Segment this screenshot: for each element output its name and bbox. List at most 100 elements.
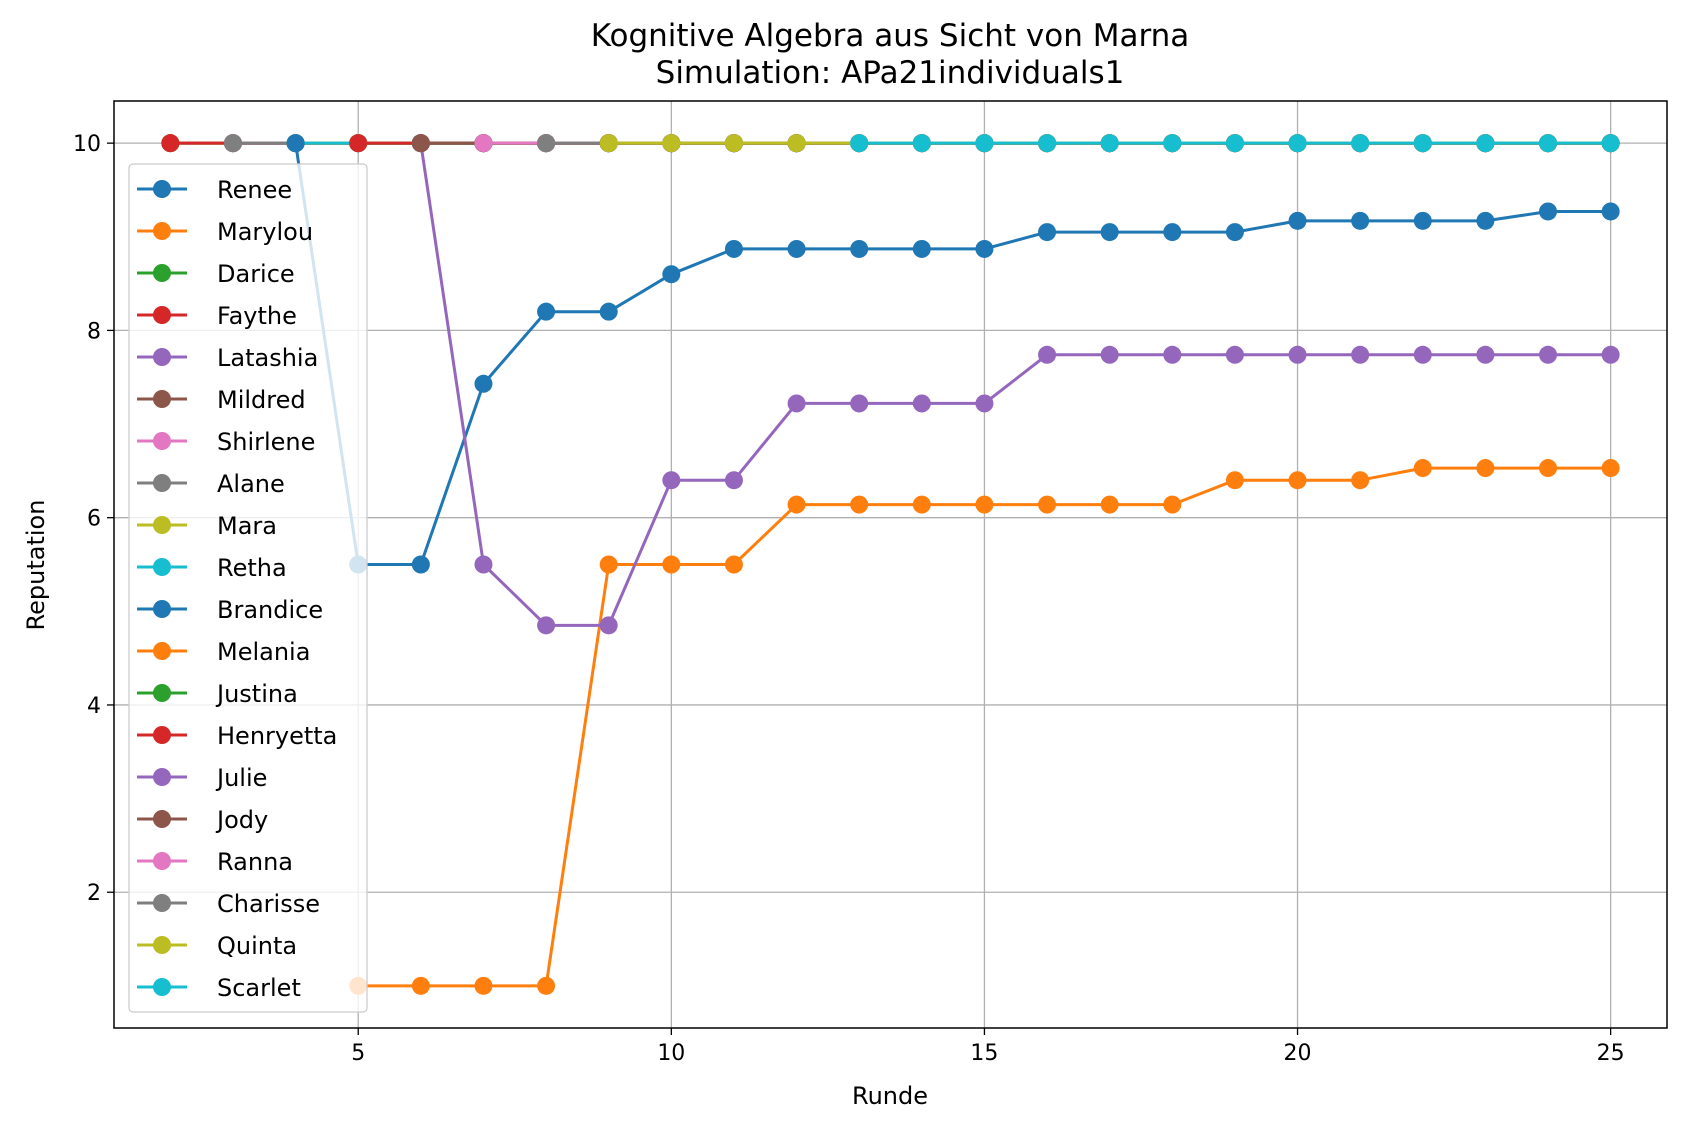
data-point bbox=[1539, 459, 1558, 478]
legend-item: Henryetta bbox=[137, 722, 337, 750]
data-point bbox=[724, 471, 743, 490]
data-point bbox=[662, 265, 681, 284]
data-point bbox=[1476, 134, 1495, 153]
data-point bbox=[1163, 223, 1182, 242]
data-point bbox=[286, 134, 305, 153]
data-point bbox=[223, 134, 242, 153]
data-point bbox=[1601, 345, 1620, 364]
data-point bbox=[1601, 459, 1620, 478]
legend-marker bbox=[153, 390, 171, 408]
legend-label: Julie bbox=[215, 764, 267, 792]
data-point bbox=[537, 134, 556, 153]
data-point bbox=[1225, 345, 1244, 364]
data-point bbox=[1413, 459, 1432, 478]
legend-box bbox=[128, 163, 368, 1013]
data-point bbox=[850, 394, 869, 413]
legend-item: Renee bbox=[137, 176, 292, 204]
data-point bbox=[662, 134, 681, 153]
data-point bbox=[662, 555, 681, 574]
data-point bbox=[724, 555, 743, 574]
data-point bbox=[1100, 345, 1119, 364]
legend-label: Darice bbox=[217, 260, 295, 288]
data-point bbox=[1038, 223, 1057, 242]
y-tick-label: 2 bbox=[87, 881, 101, 906]
legend-label: Brandice bbox=[217, 596, 323, 624]
legend-marker bbox=[153, 222, 171, 240]
data-point bbox=[1163, 495, 1182, 514]
data-point bbox=[787, 239, 806, 258]
legend-label: Marylou bbox=[217, 218, 313, 246]
data-point bbox=[1225, 223, 1244, 242]
data-point bbox=[912, 239, 931, 258]
data-point bbox=[411, 976, 430, 995]
data-point bbox=[662, 471, 681, 490]
series-scarlet bbox=[850, 134, 1620, 153]
series-julie bbox=[411, 134, 1620, 635]
data-point bbox=[1476, 345, 1495, 364]
legend-marker bbox=[153, 306, 171, 324]
legend-marker bbox=[153, 600, 171, 618]
data-point bbox=[1539, 202, 1558, 221]
legend-label: Renee bbox=[217, 176, 292, 204]
x-tick-label: 25 bbox=[1597, 1041, 1625, 1066]
plot-frame bbox=[113, 100, 1668, 1029]
data-point bbox=[975, 239, 994, 258]
legend: Renee Marylou Darice Faythe Latashia Mildred S… bbox=[128, 163, 368, 1013]
data-point bbox=[1100, 134, 1119, 153]
legend-item: Alane bbox=[137, 470, 285, 498]
data-point bbox=[1100, 495, 1119, 514]
legend-item: Marylou bbox=[137, 218, 313, 246]
legend-item: Scarlet bbox=[137, 974, 301, 1002]
legend-label: Faythe bbox=[217, 302, 297, 330]
legend-marker bbox=[153, 768, 171, 786]
data-point bbox=[1351, 345, 1370, 364]
legend-item: Retha bbox=[137, 554, 287, 582]
data-point bbox=[537, 976, 556, 995]
data-point bbox=[1539, 345, 1558, 364]
legend-marker bbox=[153, 474, 171, 492]
data-point bbox=[1288, 471, 1307, 490]
legend-item: Darice bbox=[137, 260, 295, 288]
legend-marker bbox=[153, 936, 171, 954]
legend-marker bbox=[153, 516, 171, 534]
legend-marker bbox=[153, 180, 171, 198]
data-point bbox=[599, 134, 618, 153]
legend-marker bbox=[153, 348, 171, 366]
data-point bbox=[474, 555, 493, 574]
data-point bbox=[1413, 134, 1432, 153]
data-point bbox=[1038, 134, 1057, 153]
legend-marker bbox=[153, 432, 171, 450]
data-point bbox=[912, 134, 931, 153]
y-axis-label: Reputation bbox=[22, 500, 50, 631]
data-point bbox=[787, 394, 806, 413]
data-point bbox=[1539, 134, 1558, 153]
data-point bbox=[1038, 495, 1057, 514]
legend-item: Melania bbox=[137, 638, 310, 666]
x-tick-label: 20 bbox=[1284, 1041, 1312, 1066]
legend-label: Alane bbox=[217, 470, 285, 498]
data-point bbox=[349, 134, 368, 153]
legend-item: Mildred bbox=[137, 386, 306, 414]
legend-item: Mara bbox=[137, 512, 277, 540]
legend-item: Ranna bbox=[137, 848, 293, 876]
legend-label: Shirlene bbox=[217, 428, 315, 456]
data-point bbox=[537, 616, 556, 635]
data-point bbox=[1476, 459, 1495, 478]
legend-label: Mildred bbox=[217, 386, 306, 414]
data-point bbox=[411, 555, 430, 574]
legend-item: Shirlene bbox=[137, 428, 315, 456]
y-tick-label: 6 bbox=[87, 507, 101, 532]
data-point bbox=[1351, 471, 1370, 490]
y-tick-label: 10 bbox=[73, 132, 101, 157]
legend-item: Brandice bbox=[137, 596, 323, 624]
data-point bbox=[599, 616, 618, 635]
x-tick-label: 10 bbox=[657, 1041, 685, 1066]
data-point bbox=[787, 134, 806, 153]
data-point bbox=[1038, 345, 1057, 364]
legend-label: Justina bbox=[215, 680, 298, 708]
data-point bbox=[599, 302, 618, 321]
legend-item: Latashia bbox=[137, 344, 318, 372]
legend-marker bbox=[153, 726, 171, 744]
legend-label: Scarlet bbox=[217, 974, 301, 1002]
